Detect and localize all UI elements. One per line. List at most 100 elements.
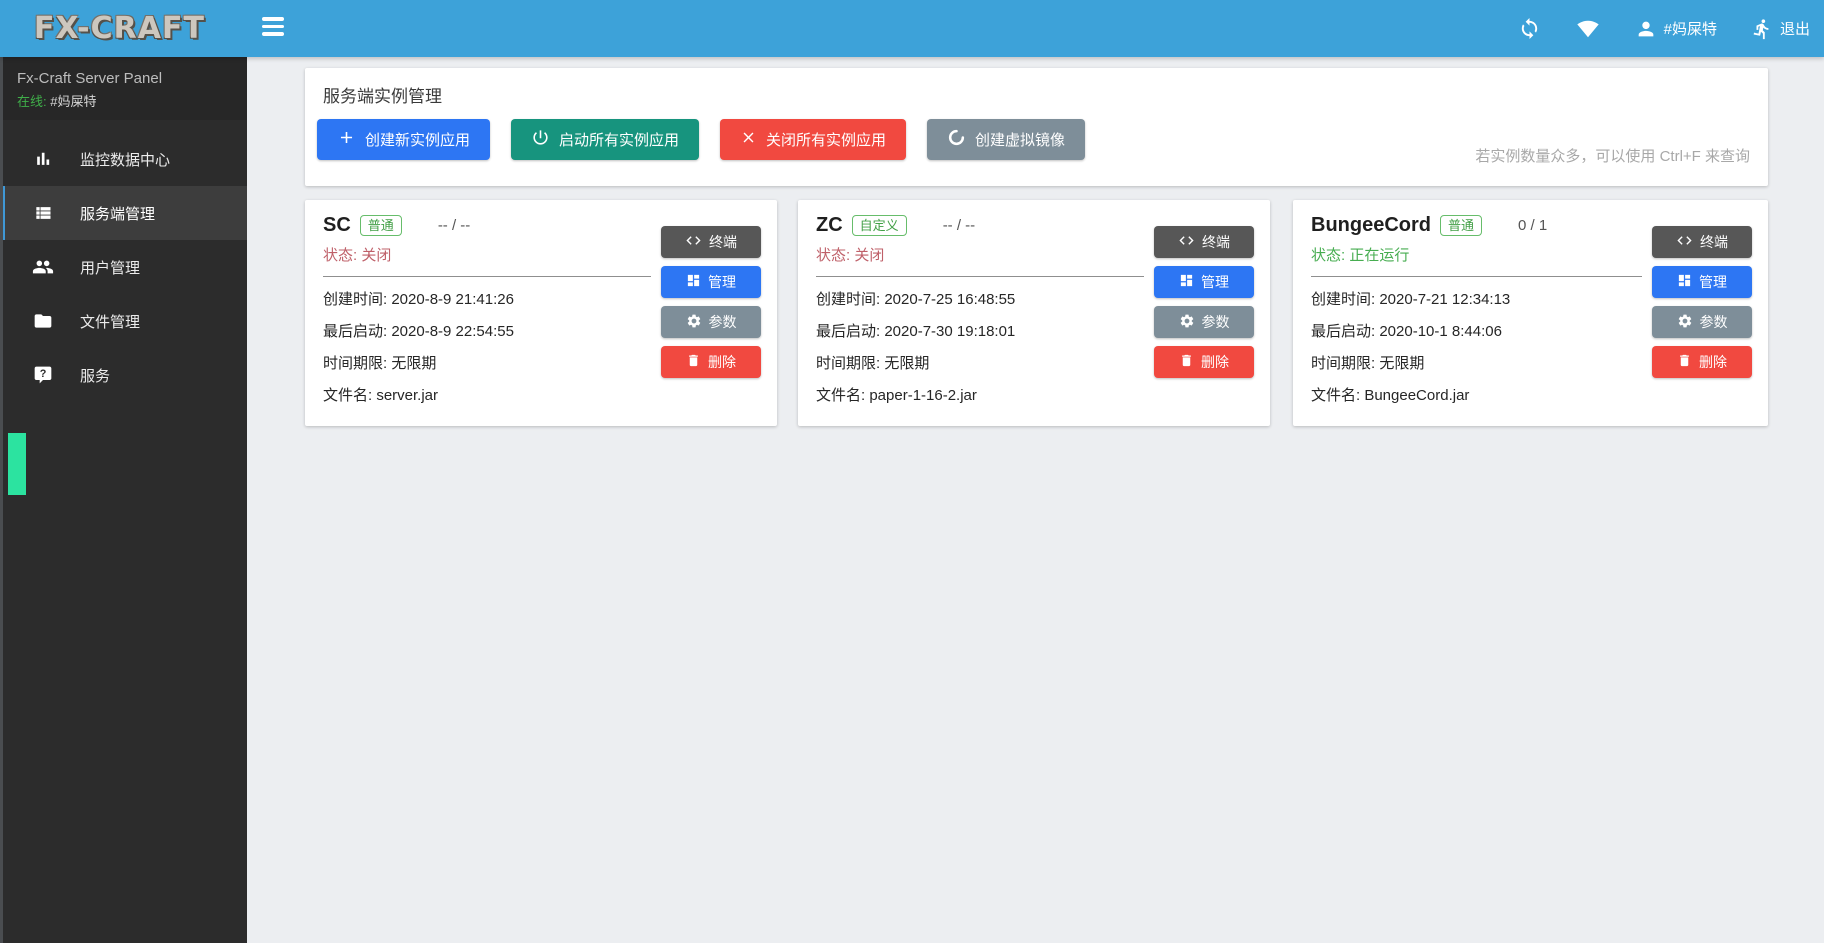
online-label: 在线: xyxy=(17,94,47,109)
params-button[interactable]: 参数 xyxy=(1154,306,1254,338)
instance-actions: 终端 管理 参数 删除 xyxy=(1652,214,1752,412)
divider xyxy=(323,276,651,277)
gear-icon xyxy=(1677,313,1693,332)
instance-card-bungeecord: BungeeCord 普通 0 / 1 状态: 正在运行 创建时间: 2020-… xyxy=(1293,200,1768,426)
delete-button[interactable]: 删除 xyxy=(661,346,761,378)
instance-type-badge: 自定义 xyxy=(851,215,907,236)
wifi-icon xyxy=(1575,18,1601,40)
manage-button[interactable]: 管理 xyxy=(1652,266,1752,298)
plus-icon xyxy=(337,128,356,151)
manage-button[interactable]: 管理 xyxy=(661,266,761,298)
page-title: 服务端实例管理 xyxy=(323,87,442,106)
window-edge xyxy=(0,57,3,943)
instance-type-badge: 普通 xyxy=(1440,215,1483,236)
button-label: 终端 xyxy=(1700,234,1728,250)
last-start-row: 最后启动: 2020-8-9 22:54:55 xyxy=(323,323,514,340)
dashboard-icon xyxy=(686,273,701,291)
sidebar-scrollbar-thumb[interactable] xyxy=(8,433,26,495)
file-name-row: 文件名: BungeeCord.jar xyxy=(1311,387,1470,404)
created-time-row: 创建时间: 2020-7-21 12:34:13 xyxy=(1311,291,1511,308)
button-label: 创建虚拟镜像 xyxy=(975,132,1066,149)
current-user-chip[interactable]: #妈屎特 xyxy=(1635,18,1717,40)
instance-name: BungeeCord xyxy=(1311,214,1431,236)
sidebar-item-label: 服务 xyxy=(80,367,111,385)
button-label: 管理 xyxy=(1699,274,1727,290)
terminal-button[interactable]: 终端 xyxy=(1652,226,1752,258)
button-label: 管理 xyxy=(1201,274,1229,290)
topbar: FX-CRAFT #妈屎特 退出 xyxy=(0,0,1824,57)
trash-icon xyxy=(1179,353,1194,371)
sync-icon[interactable] xyxy=(1518,17,1541,40)
main-content: 服务端实例管理 创建新实例应用 启动所有实例应用 关闭所有实例应用 创建虚拟镜像 xyxy=(247,57,1824,943)
instance-info: ZC 自定义 -- / -- 状态: 关闭 创建时间: 2020-7-25 16… xyxy=(816,214,1144,412)
sidebar-item-services[interactable]: ? 服务 xyxy=(0,348,247,402)
user-icon xyxy=(1635,18,1657,40)
sidebar-item-servers[interactable]: 服务端管理 xyxy=(0,186,247,240)
button-label: 终端 xyxy=(1202,234,1230,250)
app-logo: FX-CRAFT xyxy=(34,11,205,46)
button-label: 启动所有实例应用 xyxy=(559,132,680,149)
instance-status: 状态: 正在运行 xyxy=(1311,247,1410,264)
delete-button[interactable]: 删除 xyxy=(1652,346,1752,378)
button-label: 删除 xyxy=(708,354,736,370)
online-status: 在线: #妈屎特 xyxy=(17,91,231,110)
logout-button[interactable]: 退出 xyxy=(1751,18,1810,40)
divider xyxy=(1311,276,1642,277)
sidebar-item-files[interactable]: 文件管理 xyxy=(0,294,247,348)
instance-title-row: SC 普通 -- / -- xyxy=(323,214,651,237)
button-label: 删除 xyxy=(1699,354,1727,370)
gear-icon xyxy=(686,313,702,332)
button-label: 参数 xyxy=(1699,314,1728,330)
code-icon xyxy=(685,232,702,252)
code-icon xyxy=(1676,232,1693,252)
start-all-button[interactable]: 启动所有实例应用 xyxy=(511,119,700,160)
file-name-row: 文件名: server.jar xyxy=(323,387,439,404)
params-button[interactable]: 参数 xyxy=(1652,306,1752,338)
hamburger-bar xyxy=(262,32,284,36)
sidebar-item-label: 文件管理 xyxy=(80,313,141,331)
folder-icon xyxy=(32,311,54,331)
instance-management-card: 服务端实例管理 创建新实例应用 启动所有实例应用 关闭所有实例应用 创建虚拟镜像 xyxy=(305,68,1768,186)
file-name-row: 文件名: paper-1-16-2.jar xyxy=(816,387,977,404)
logout-label: 退出 xyxy=(1779,21,1810,38)
bar-chart-icon xyxy=(32,149,54,169)
params-button[interactable]: 参数 xyxy=(661,306,761,338)
button-label: 管理 xyxy=(708,274,736,290)
sidebar: Fx-Craft Server Panel 在线: #妈屎特 监控数据中心 服务… xyxy=(0,57,247,943)
hamburger-bar xyxy=(262,24,284,28)
time-limit-row: 时间期限: 无限期 xyxy=(323,355,437,372)
create-image-button[interactable]: 创建虚拟镜像 xyxy=(927,119,1086,160)
instance-card-zc: ZC 自定义 -- / -- 状态: 关闭 创建时间: 2020-7-25 16… xyxy=(798,200,1270,426)
instance-title-row: BungeeCord 普通 0 / 1 xyxy=(1311,214,1642,237)
instance-type-badge: 普通 xyxy=(359,215,402,236)
player-count: -- / -- xyxy=(942,217,976,234)
svg-text:?: ? xyxy=(40,368,47,380)
instance-actions: 终端 管理 参数 删除 xyxy=(1154,214,1254,412)
created-time-row: 创建时间: 2020-8-9 21:41:26 xyxy=(323,291,514,308)
trash-icon xyxy=(1677,353,1692,371)
current-user-name: #妈屎特 xyxy=(1663,21,1717,38)
sidebar-item-users[interactable]: 用户管理 xyxy=(0,240,247,294)
delete-button[interactable]: 删除 xyxy=(1154,346,1254,378)
topbar-right-cluster: #妈屎特 退出 xyxy=(1518,0,1810,57)
stop-all-button[interactable]: 关闭所有实例应用 xyxy=(720,119,907,160)
search-hint: 若实例数量众多，可以使用 Ctrl+F 来查询 xyxy=(1475,148,1750,165)
create-instance-button[interactable]: 创建新实例应用 xyxy=(317,119,491,160)
button-label: 创建新实例应用 xyxy=(365,132,471,149)
terminal-button[interactable]: 终端 xyxy=(1154,226,1254,258)
hamburger-bar xyxy=(262,17,284,21)
sidebar-item-monitoring[interactable]: 监控数据中心 xyxy=(0,132,247,186)
instance-status: 状态: 关闭 xyxy=(816,247,885,264)
sidebar-menu: 监控数据中心 服务端管理 用户管理 文件管理 xyxy=(0,132,247,402)
dashboard-icon xyxy=(1677,273,1692,291)
terminal-button[interactable]: 终端 xyxy=(661,226,761,258)
button-label: 删除 xyxy=(1201,354,1229,370)
trash-icon xyxy=(686,353,701,371)
hamburger-menu-icon[interactable] xyxy=(262,17,286,40)
manage-button[interactable]: 管理 xyxy=(1154,266,1254,298)
dashboard-icon xyxy=(1179,273,1194,291)
divider xyxy=(816,276,1144,277)
help-bubble-icon: ? xyxy=(32,365,54,385)
power-icon xyxy=(531,128,550,151)
